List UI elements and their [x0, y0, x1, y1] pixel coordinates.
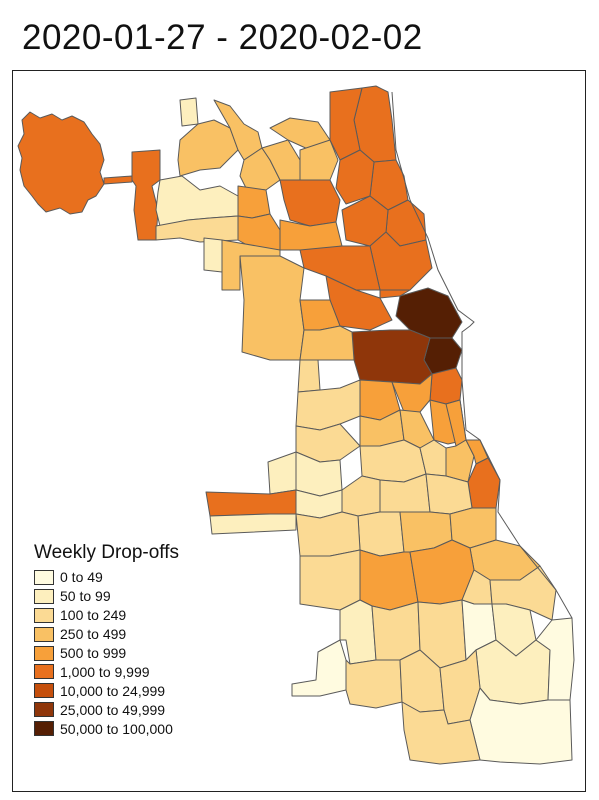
- legend-row: 100 to 249: [34, 606, 179, 625]
- area-gage-park: [341, 475, 381, 517]
- legend-swatch: [34, 626, 54, 642]
- area-belmont-cragin: [221, 239, 281, 291]
- area-east-side: [535, 617, 575, 701]
- shoreline: [391, 91, 573, 619]
- legend-label: 10,000 to 24,999: [60, 682, 166, 699]
- area-edison-park: [179, 97, 199, 127]
- area-avondale: [299, 245, 381, 291]
- legend-title: Weekly Drop-offs: [34, 542, 180, 563]
- map-frame: [12, 70, 586, 792]
- area-morgan-park: [345, 659, 403, 709]
- legend-swatch: [34, 664, 54, 680]
- area-mount-greenwood: [291, 639, 347, 697]
- legend-swatch: [34, 721, 54, 737]
- legend-row: 500 to 999: [34, 644, 179, 663]
- area-west-garfield: [297, 359, 321, 393]
- area-edgebrook: [177, 119, 239, 177]
- area-clearing-s: [209, 513, 297, 535]
- legend-label: 25,000 to 49,999: [60, 701, 166, 718]
- area-ashburn: [299, 549, 361, 611]
- area-montclare: [203, 237, 223, 273]
- legend-label: 100 to 249: [60, 607, 127, 624]
- area-near-west: [351, 329, 433, 385]
- area-garfield-ridge: [267, 451, 297, 495]
- legend-row: 10,000 to 24,999: [34, 681, 179, 700]
- area-austin: [239, 255, 305, 361]
- legend-label: 500 to 999: [60, 645, 127, 661]
- area-jefferson-park: [237, 185, 271, 219]
- area-clearing: [205, 489, 297, 517]
- legend-row: 25,000 to 49,999: [34, 700, 179, 719]
- legend-row: 1,000 to 9,999: [34, 662, 179, 681]
- area-humboldt-park: [299, 325, 355, 361]
- area-west-pullman-s: [401, 701, 481, 765]
- area-auburn-gresham: [359, 549, 419, 611]
- legend-swatch: [34, 702, 54, 718]
- legend-row: 0 to 49: [34, 568, 179, 587]
- legend-row: 50,000 to 100,000: [34, 719, 179, 738]
- area-new-city: [359, 439, 427, 483]
- area-west-ridge-w: [299, 139, 339, 181]
- area-beverly: [339, 599, 377, 665]
- area-washington-heights: [371, 601, 421, 661]
- legend-label: 1,000 to 9,999: [60, 663, 150, 680]
- map-legend: Weekly Drop-offs 0 to 49 50 to 99 100 to…: [34, 542, 179, 738]
- area-ohare: [17, 111, 105, 215]
- area-west-lawn-s: [295, 511, 361, 557]
- map-title: 2020-01-27 - 2020-02-02: [22, 18, 423, 57]
- legend-label: 250 to 499: [60, 626, 127, 643]
- area-riverdale: [469, 687, 573, 765]
- legend-row: 50 to 99: [34, 587, 179, 606]
- legend-swatch: [34, 569, 54, 585]
- legend-swatch: [34, 683, 54, 699]
- legend-swatch: [34, 607, 54, 623]
- area-albany-park: [279, 179, 341, 227]
- legend-row: 250 to 499: [34, 625, 179, 644]
- ohare-connector: [103, 175, 133, 185]
- area-chicago-lawn: [357, 511, 405, 557]
- legend-label: 50 to 99: [60, 588, 111, 605]
- legend-swatch: [34, 645, 54, 661]
- area-hyde-park: [467, 457, 501, 509]
- legend-rows: 0 to 49 50 to 99 100 to 249 250 to 499 5…: [34, 568, 179, 738]
- area-near-south: [429, 367, 463, 405]
- legend-swatch: [34, 588, 54, 604]
- legend-label: 0 to 49: [60, 569, 103, 586]
- legend-label: 50,000 to 100,000: [60, 720, 173, 737]
